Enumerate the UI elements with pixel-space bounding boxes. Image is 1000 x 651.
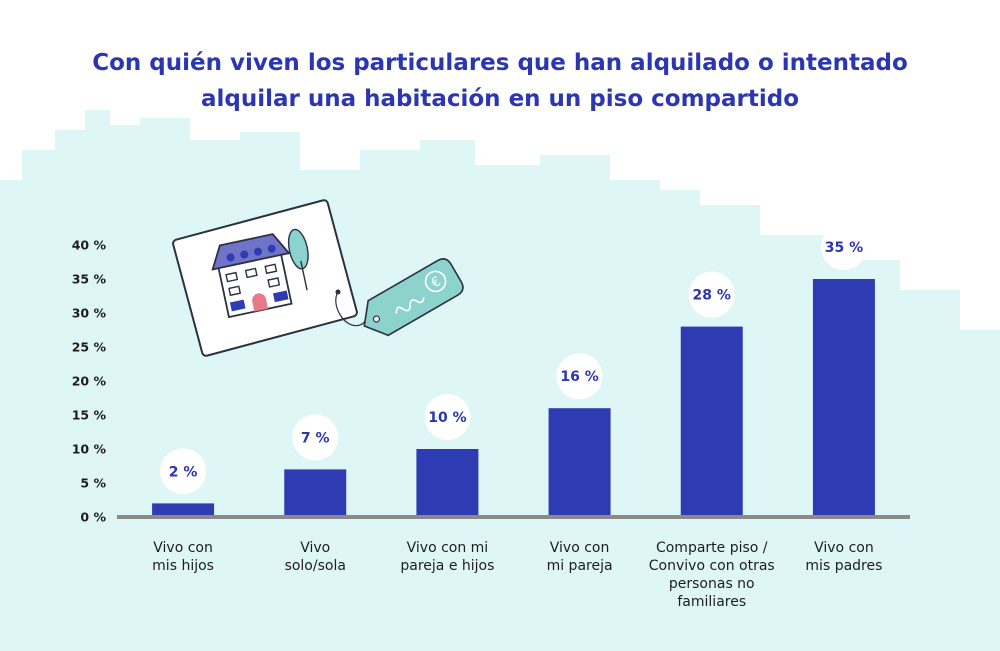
value-bubble [292,414,339,461]
value-bubble [820,224,867,270]
category-label: solo/sola [285,558,346,574]
category-labels: Vivo con mis hijos Vivo solo/sola Vivo con m… [152,540,882,610]
category-label: Convivo con otras [649,558,775,574]
value-bubble [424,394,471,440]
y-tick-label: 15 % [72,408,107,423]
bar [812,279,875,517]
category-label: personas no [669,576,755,592]
category-label: pareja e hijos [400,558,494,574]
category-label: mis padres [805,558,882,574]
y-tick-label: 20 % [72,374,107,389]
value-labels: 2 % 7 % 10 % 16 % 28 % 35 % [160,224,867,495]
y-tick-label: 40 % [72,238,107,253]
chart-title-line-2: alquilar una habitación en un piso compa… [201,86,799,112]
category-label: Vivo con [814,540,874,556]
chart-title-line-1: Con quién viven los particulares que han… [92,50,908,76]
x-axis-baseline [117,515,910,519]
bar [680,326,743,517]
house-listing-card-with-euro-price-tag-icon: € [172,199,464,357]
category-label: Vivo con mi [407,540,489,556]
value-bubble [556,353,603,400]
y-tick-label: 30 % [72,306,107,321]
y-tick-label: 0 % [80,510,106,525]
category-label: Vivo con [153,540,213,556]
value-label: 35 % [825,240,863,256]
bar [152,503,215,517]
value-bubble [160,448,207,495]
y-tick-label: 5 % [80,476,106,491]
category-label: Vivo [300,540,330,556]
value-label: 2 % [169,464,198,480]
bars [152,279,875,517]
bar [284,469,347,517]
y-tick-label: 25 % [72,340,107,355]
y-tick-label: 35 % [72,272,107,287]
category-label: familiares [677,594,746,610]
value-label: 7 % [301,430,330,446]
value-label: 10 % [428,410,466,426]
value-bubble [688,271,735,318]
category-label: Comparte piso / [656,540,768,556]
category-label: mis hijos [152,558,214,574]
value-label: 28 % [693,288,731,304]
category-label: Vivo con [550,540,610,556]
category-label: mi pareja [547,558,613,574]
y-tick-label: 10 % [72,442,107,457]
value-label: 16 % [560,369,598,385]
bar [548,408,611,517]
bar [416,449,479,517]
y-axis-tick-labels: 0 % 5 % 10 % 15 % 20 % 25 % 30 % 35 % 40 % [72,238,107,525]
